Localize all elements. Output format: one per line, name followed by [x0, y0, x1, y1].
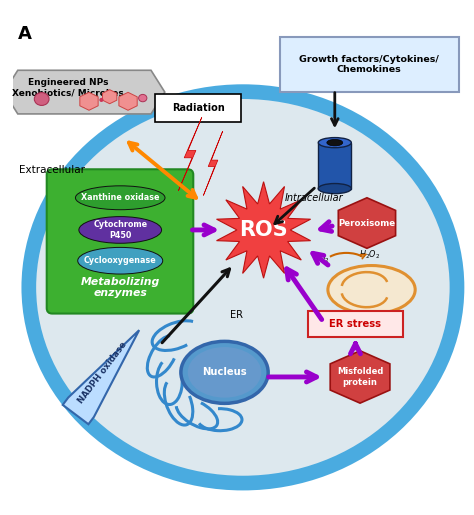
Polygon shape [119, 92, 137, 110]
Text: Extracellular: Extracellular [18, 165, 85, 175]
Ellipse shape [138, 94, 147, 102]
Ellipse shape [327, 140, 343, 146]
FancyBboxPatch shape [47, 169, 193, 314]
Text: Growth factors/Cytokines/
Chemokines: Growth factors/Cytokines/ Chemokines [299, 55, 439, 74]
Ellipse shape [79, 217, 162, 243]
Text: Cyclooxygenase: Cyclooxygenase [84, 256, 156, 265]
FancyBboxPatch shape [308, 311, 403, 337]
Polygon shape [102, 90, 117, 104]
Text: $O_2$: $O_2$ [318, 253, 329, 265]
Polygon shape [80, 92, 98, 110]
Text: Misfolded
protein: Misfolded protein [337, 367, 383, 387]
FancyBboxPatch shape [280, 37, 459, 92]
Text: Xanthine oxidase: Xanthine oxidase [81, 193, 159, 202]
Ellipse shape [181, 341, 268, 403]
Ellipse shape [78, 247, 163, 274]
Text: ER stress: ER stress [329, 319, 382, 329]
Ellipse shape [318, 183, 351, 194]
Text: $H_2O_2$: $H_2O_2$ [359, 248, 380, 261]
Ellipse shape [75, 186, 165, 210]
Ellipse shape [188, 347, 261, 398]
Polygon shape [178, 117, 202, 191]
Polygon shape [217, 182, 310, 278]
Text: Engineered NPs
Xenobiotics/ Microbes: Engineered NPs Xenobiotics/ Microbes [12, 78, 124, 97]
Text: ROS: ROS [239, 220, 288, 240]
Polygon shape [4, 70, 165, 114]
Polygon shape [338, 198, 396, 248]
Ellipse shape [318, 138, 351, 148]
Text: Cytochrome
P450: Cytochrome P450 [93, 220, 147, 239]
Ellipse shape [21, 84, 465, 490]
Text: Nucleus: Nucleus [202, 367, 247, 377]
Text: A: A [18, 25, 32, 43]
Ellipse shape [328, 266, 415, 314]
Polygon shape [203, 131, 223, 196]
Text: ER: ER [229, 310, 243, 320]
Ellipse shape [36, 99, 450, 476]
FancyBboxPatch shape [155, 94, 241, 123]
Text: Mitochondria: Mitochondria [344, 323, 399, 332]
Text: Radiation: Radiation [172, 103, 225, 113]
Text: Peroxisome: Peroxisome [338, 218, 395, 228]
Text: Metabolizing
enzymes: Metabolizing enzymes [81, 277, 160, 298]
Ellipse shape [34, 93, 49, 106]
Polygon shape [318, 143, 351, 188]
Text: NADPH oxidase: NADPH oxidase [77, 340, 129, 405]
Text: Intracellular: Intracellular [285, 193, 344, 203]
Polygon shape [63, 330, 139, 424]
Ellipse shape [100, 98, 103, 102]
Polygon shape [330, 351, 390, 403]
